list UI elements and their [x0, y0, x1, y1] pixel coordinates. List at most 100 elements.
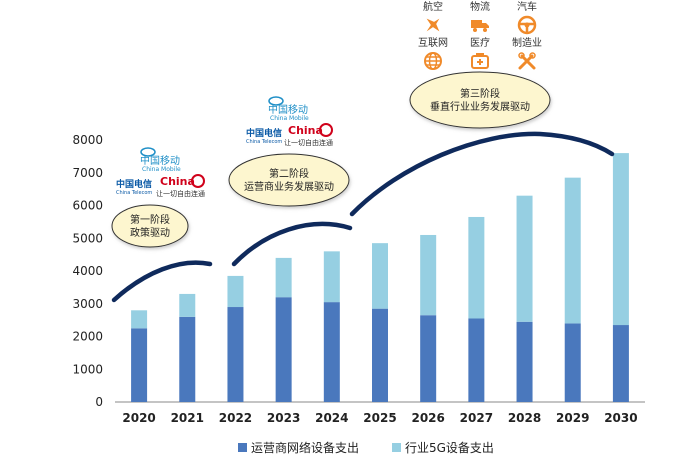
legend-label: 运营商网络设备支出 [251, 440, 359, 455]
industry-label: 航空 [423, 2, 443, 13]
y-tick-label: 8000 [72, 133, 103, 147]
bubble-shape [111, 204, 189, 248]
legend-label: 行业5G设备支出 [405, 441, 494, 455]
x-tick-label: 2029 [556, 411, 589, 425]
y-tick-label: 2000 [72, 330, 103, 344]
y-tick-label: 7000 [72, 166, 103, 180]
bubble-text: 第一阶段 [130, 213, 170, 226]
bar-operator [323, 302, 340, 402]
bar-industry [420, 234, 437, 316]
industry-item: 汽车 [504, 2, 550, 35]
industry-label: 汽车 [517, 2, 537, 13]
industry-label: 医疗 [470, 38, 490, 49]
china-mobile-cn: 中国移动 [268, 103, 308, 116]
bar-industry [275, 257, 292, 298]
bar-industry [372, 243, 388, 309]
bubble-shape [409, 71, 551, 129]
truck-icon [471, 20, 489, 32]
x-tick-label: 2025 [363, 411, 396, 425]
china-mobile-cn: 中国移动 [140, 154, 180, 167]
china-unicom-tagline: 让一切自由连通 [284, 138, 333, 147]
airplane-icon [426, 18, 440, 32]
china-unicom-knot-icon [191, 174, 205, 188]
y-tick-label: 3000 [72, 297, 103, 311]
x-tick-label: 2030 [604, 411, 637, 425]
legend-swatch [392, 443, 401, 452]
y-tick-label: 6000 [72, 199, 103, 213]
y-tick-label: 1000 [72, 362, 103, 376]
industry-item: 物流 [457, 2, 503, 35]
y-tick-label: 0 [95, 395, 103, 409]
bubble-text: 运营商业务发展驱动 [244, 180, 334, 193]
china-unicom-wordmark: China [160, 175, 195, 188]
phase-arcs [111, 131, 615, 303]
bar-industry [564, 177, 581, 324]
china-telecom-en: China Telecom [116, 190, 152, 196]
bar-industry [468, 216, 485, 319]
industry-item: 医疗 [457, 38, 503, 71]
bar-industry [516, 195, 533, 322]
bubble-text: 第二阶段 [269, 167, 309, 180]
phase3-arc [349, 131, 615, 217]
x-tick-label: 2024 [315, 411, 348, 425]
industry-item: 制造业 [504, 38, 550, 71]
phase2-arc [231, 221, 353, 267]
y-axis: 0 1000 2000 3000 4000 5000 6000 7000 8000 [72, 133, 645, 409]
x-tick-label: 2023 [267, 411, 300, 425]
bar-operator [516, 321, 533, 402]
china-mobile-emblem [268, 96, 284, 106]
bubble-text: 政策驱动 [130, 226, 170, 239]
bar-industry [323, 251, 340, 303]
bubble-shape [228, 153, 350, 207]
china-mobile-en: China Mobile [270, 115, 309, 122]
legend: 运营商网络设备支出 行业5G设备支出 [238, 440, 494, 455]
industry-item: 航空 [410, 2, 456, 35]
china-telecom-cn: 中国电信 [246, 127, 282, 139]
bar-operator [372, 308, 388, 402]
bar-operator [468, 318, 485, 402]
china-unicom-knot-icon [319, 123, 333, 137]
industry-item: 互联网 [410, 38, 456, 71]
x-tick-label: 2027 [460, 411, 493, 425]
medical-kit-icon [471, 53, 489, 69]
x-tick-label: 2026 [411, 411, 444, 425]
x-tick-label: 2020 [122, 411, 155, 425]
china-unicom-wordmark: China [288, 124, 323, 137]
bar-industry [227, 275, 244, 308]
phase1-arc [111, 260, 213, 303]
bar-operator [179, 316, 196, 402]
bar-industry [179, 293, 196, 317]
china-telecom-cn: 中国电信 [116, 178, 152, 190]
bar-operator [564, 323, 581, 402]
bar-operator [227, 307, 244, 402]
bar-operator [131, 328, 148, 402]
bar-operator [275, 297, 292, 402]
china-mobile-emblem [140, 147, 156, 157]
industry-label: 物流 [470, 2, 490, 13]
bar-operator [420, 315, 437, 402]
x-tick-label: 2021 [171, 411, 204, 425]
y-tick-label: 4000 [72, 264, 103, 278]
bubble-text: 垂直行业业务发展驱动 [430, 100, 530, 113]
globe-icon [424, 52, 442, 70]
bar-industry [612, 153, 629, 326]
bar-industry [131, 310, 148, 329]
industry-label: 互联网 [418, 38, 448, 49]
industry-icon-grid: 航空 物流 汽车 互联网 医疗 制造业 [410, 0, 560, 72]
x-tick-label: 2028 [508, 411, 541, 425]
bars: 2020 2021 2022 2023 2024 2025 2026 2027 2028 2029… [122, 153, 638, 425]
legend-swatch [238, 443, 247, 452]
china-mobile-en: China Mobile [142, 166, 181, 173]
steering-wheel-icon [517, 15, 537, 35]
